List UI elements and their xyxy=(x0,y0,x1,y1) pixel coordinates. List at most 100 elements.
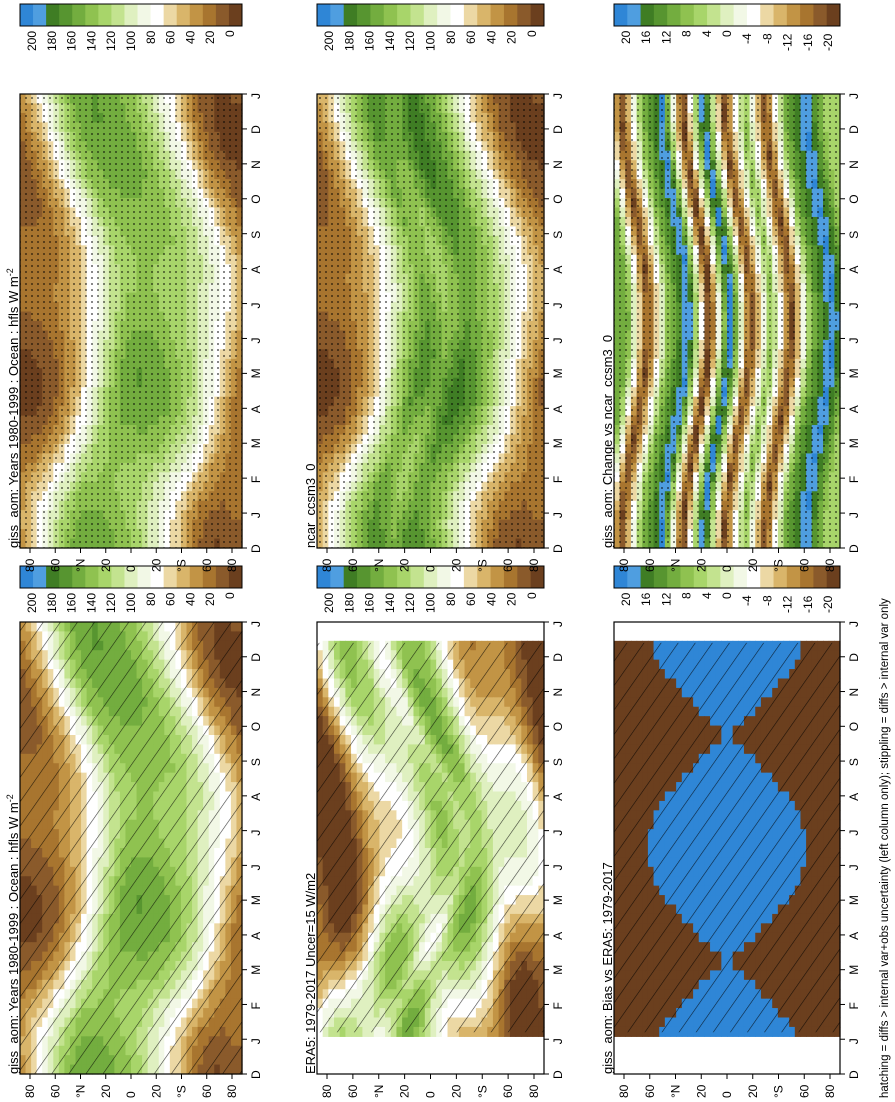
month-tick-label: J xyxy=(249,337,263,343)
lat-tick-label: 60 xyxy=(48,558,62,572)
month-tick-label: J xyxy=(249,830,263,836)
month-tick-label: J xyxy=(249,93,263,99)
lat-tick-label: °N xyxy=(74,1085,88,1098)
colorbar-swatch xyxy=(59,566,73,588)
colorbar: 200 180 160 140 120 100 80 60 40 20 0 xyxy=(19,565,243,613)
month-tick-label: J xyxy=(249,303,263,309)
colorbar-tick-label: 0 xyxy=(223,30,237,37)
lat-tick-label: 20 xyxy=(149,1084,163,1098)
colorbar-tick-label: 40 xyxy=(183,592,197,606)
colorbar-swatch xyxy=(189,4,204,26)
month-tick-label: J xyxy=(249,621,263,627)
colorbar-tick-label: 20 xyxy=(203,592,217,606)
colorbar-swatch xyxy=(176,566,191,588)
colorbar-frame xyxy=(19,3,243,27)
colorbar-swatch xyxy=(176,4,191,26)
colorbar-swatch xyxy=(85,566,99,588)
month-tick-label: S xyxy=(249,231,263,239)
lat-tick-label: 60 xyxy=(200,558,214,572)
lat-tick-label: 80 xyxy=(23,558,37,572)
lat-tick-label: 80 xyxy=(23,1084,37,1098)
colorbar-swatch xyxy=(46,566,60,588)
colorbar-tick-label: 140 xyxy=(84,31,98,51)
colorbar-swatch xyxy=(20,4,34,26)
hatch-overlay xyxy=(20,622,242,1074)
month-tick-label: N xyxy=(249,160,263,169)
colorbar-swatch xyxy=(163,566,178,588)
colorbar-tick-label: 60 xyxy=(164,592,178,606)
stipple-overlay xyxy=(20,94,242,548)
panel-p2: 80 60 °N 20 0 20 °S 60 80DJFMAMJJASONDJgiss_aom:… xyxy=(5,3,263,572)
colorbar-swatch xyxy=(150,566,165,588)
panel-title: giss_aom: Years 1980-1999 : Ocean : hfls… xyxy=(5,794,21,1074)
month-tick-label: F xyxy=(249,1002,263,1009)
colorbar-swatch xyxy=(137,4,151,26)
month-tick-label: D xyxy=(249,1070,263,1079)
month-tick-label: M xyxy=(249,438,263,448)
colorbar-swatch xyxy=(202,566,217,588)
lat-tick-label: 80 xyxy=(225,1084,239,1098)
colorbar-tick-label: 140 xyxy=(84,593,98,613)
colorbar-tick-label: 120 xyxy=(104,31,118,51)
colorbar-tick-label: 160 xyxy=(65,31,79,51)
month-tick-label: J xyxy=(249,512,263,518)
colorbar-swatch xyxy=(124,566,138,588)
month-tick-label: D xyxy=(249,653,263,662)
month-tick-label: A xyxy=(249,932,263,940)
colorbar-tick-label: 160 xyxy=(65,593,79,613)
colorbar-swatch xyxy=(33,566,47,588)
colorbar-swatch xyxy=(215,4,230,26)
colorbar-swatch xyxy=(215,566,230,588)
colorbar-swatch xyxy=(228,566,243,588)
colorbar-swatch xyxy=(124,4,138,26)
colorbar: 200 180 160 140 120 100 80 60 40 20 0 xyxy=(19,3,243,51)
colorbar-swatch xyxy=(98,566,112,588)
colorbar-tick-label: 40 xyxy=(183,30,197,44)
month-tick-label: A xyxy=(249,405,263,413)
month-tick-label: M xyxy=(249,965,263,975)
month-tick-label: F xyxy=(249,476,263,483)
month-tick-label: S xyxy=(249,758,263,766)
colorbar-tick-label: 0 xyxy=(223,592,237,599)
colorbar-swatch xyxy=(111,4,125,26)
month-tick-label: A xyxy=(249,793,263,801)
colorbar-swatch xyxy=(20,566,34,588)
colorbar-frame xyxy=(19,565,243,589)
panel-title: giss_aom: Years 1980-1999 : Ocean : hfls… xyxy=(5,268,21,548)
colorbar-swatch xyxy=(202,4,217,26)
month-tick-label: D xyxy=(249,544,263,553)
colorbar-tick-label: 200 xyxy=(25,31,39,51)
lat-tick-label: 0 xyxy=(124,1091,138,1098)
month-tick-label: M xyxy=(249,895,263,905)
month-tick-label: J xyxy=(249,1038,263,1044)
colorbar-tick-label: 20 xyxy=(203,30,217,44)
colorbar-tick-label: 100 xyxy=(124,31,138,51)
colorbar-tick-label: 100 xyxy=(124,593,138,613)
lat-tick-label: °N xyxy=(74,559,88,572)
colorbar-tick-label: 80 xyxy=(144,592,158,606)
month-tick-label: J xyxy=(249,864,263,870)
month-tick-label: O xyxy=(249,194,263,203)
colorbar-swatch xyxy=(59,4,73,26)
month-tick-label: N xyxy=(249,688,263,697)
colorbar-swatch xyxy=(111,566,125,588)
month-tick-label: M xyxy=(249,368,263,378)
colorbar-swatch xyxy=(228,4,243,26)
colorbar-tick-label: 180 xyxy=(45,31,59,51)
month-tick-label: O xyxy=(249,722,263,731)
colorbar-swatch xyxy=(189,566,204,588)
month-tick-label: A xyxy=(249,266,263,274)
lat-tick-label: 0 xyxy=(124,565,138,572)
lat-tick-label: °S xyxy=(175,1085,189,1098)
colorbar-tick-label: 200 xyxy=(25,593,39,613)
panel-p1: 80 60 °N 20 0 20 °S 60 80DJFMAMJJASONDJgiss_aom:… xyxy=(5,565,263,1098)
colorbar-swatch xyxy=(85,4,99,26)
lat-tick-label: 20 xyxy=(149,558,163,572)
colorbar-swatch xyxy=(72,566,86,588)
colorbar-swatch xyxy=(163,4,178,26)
lat-tick-label: 60 xyxy=(200,1084,214,1098)
colorbar-swatch xyxy=(72,4,86,26)
colorbar-tick-label: 120 xyxy=(104,593,118,613)
lat-tick-label: 20 xyxy=(99,1084,113,1098)
